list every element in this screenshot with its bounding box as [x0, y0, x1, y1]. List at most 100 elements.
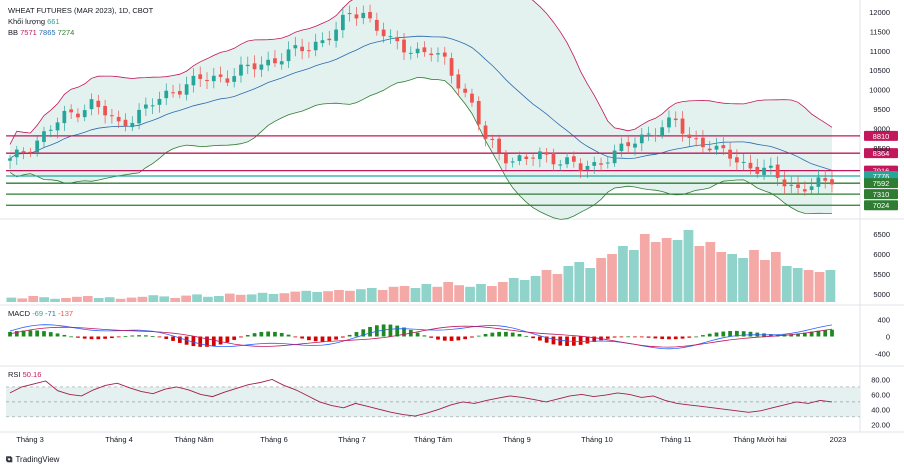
macd-histogram-bar [171, 336, 175, 341]
volume-bar [126, 297, 137, 302]
volume-bar [268, 294, 279, 302]
volume-bar [432, 286, 443, 302]
macd-histogram-bar [341, 336, 345, 338]
volume-bar [792, 268, 803, 302]
price-tick-12000: 12000 [869, 8, 890, 17]
horizontal-levels[interactable]: 8810836479167776759273107024 [6, 130, 898, 211]
volume-bar [82, 296, 93, 302]
candle-body [768, 165, 773, 168]
candle-body [334, 29, 338, 41]
candle-body [517, 155, 522, 162]
candle-body [660, 127, 665, 136]
macd-histogram-bar [82, 336, 87, 339]
macd-histogram-bar [768, 334, 773, 337]
volume-bar [541, 270, 552, 302]
volume-bar [214, 296, 224, 302]
macd-histogram-bar [748, 331, 753, 337]
candle-body [164, 90, 169, 99]
candle-body [802, 189, 807, 192]
volume-bar [672, 240, 683, 302]
macd-histogram-bar [164, 336, 169, 339]
candle-body [748, 162, 753, 169]
bb-legend[interactable]: BB 7571 7865 7274 [8, 28, 74, 37]
candle-body [721, 145, 726, 149]
candle-body [191, 75, 196, 86]
candle-body [585, 165, 590, 170]
tradingview-logo[interactable]: ⧉ TradingView [6, 454, 59, 465]
macd-histogram-bar [48, 332, 53, 337]
macd-histogram-bar [605, 336, 610, 339]
volume-bar [224, 293, 235, 302]
price-tick-8500: 8500 [873, 144, 890, 153]
rsi-tick-80.00: 80.00 [871, 375, 890, 384]
volume-bar [203, 296, 213, 302]
macd-histogram-bar [816, 330, 821, 337]
candle-body [755, 166, 760, 174]
candle-body [123, 119, 128, 127]
volume-bar [607, 254, 617, 302]
candle-body [232, 76, 237, 82]
volume-bar [683, 230, 694, 302]
macd-histogram-bar [320, 336, 325, 342]
candle-body [619, 143, 624, 152]
time-label-3: Tháng 6 [260, 435, 288, 444]
macd-histogram-bar [429, 336, 434, 338]
candle-body [259, 64, 264, 70]
volume-bar [28, 296, 39, 302]
rsi-axis: 80.00 60.00 40.00 20.00 [871, 375, 890, 429]
macd-histogram-bar [510, 332, 515, 337]
level-label-7592: 7592 [873, 179, 890, 188]
volume-bar [192, 294, 202, 302]
macd-signal-line [9, 325, 833, 348]
macd-histogram-bar [476, 335, 481, 337]
price-tick-9500: 9500 [873, 105, 890, 114]
candle-body [701, 137, 705, 148]
volume-bar [508, 278, 519, 302]
macd-histogram-bar [239, 336, 243, 338]
volume-bar [487, 286, 497, 302]
macd-histogram-bar [497, 331, 501, 337]
macd-histogram-bar [286, 334, 291, 337]
candle-body [830, 179, 834, 185]
volume-bar [61, 298, 71, 302]
candle-body [646, 133, 651, 135]
candle-body [42, 131, 46, 142]
volume-bar [39, 297, 49, 302]
price-axis: 12000 11500 11000 10500 10000 9500 9000 8500 [869, 8, 890, 153]
macd-histogram-bar [307, 336, 311, 341]
candle-body [707, 148, 712, 151]
macd-histogram-bar [728, 331, 732, 337]
candle-body [300, 46, 304, 52]
volume-legend[interactable]: Khối lượng 661 [8, 17, 60, 26]
macd-histogram-bar [735, 330, 739, 337]
macd-histogram-bar [35, 330, 40, 337]
rsi-tick-60.00: 60.00 [871, 390, 890, 399]
candle-body [422, 47, 427, 53]
macd-histogram-bar [707, 333, 712, 337]
candle-body [599, 163, 603, 165]
price-tick-9000: 9000 [873, 124, 890, 133]
rsi-legend[interactable]: RSI 50.16 [8, 370, 41, 379]
macd-histogram-bar [211, 336, 216, 347]
candle-body [279, 61, 284, 65]
symbol-legend[interactable]: WHEAT FUTURES (MAR 2023), 1D, CBOT [8, 6, 153, 15]
volume-label: Khối lượng [8, 17, 46, 26]
price-tick-10000: 10000 [869, 86, 890, 95]
macd-histogram-bar [327, 336, 332, 342]
macd-legend[interactable]: MACD -69 -71 -137 [8, 309, 73, 318]
candle-body [211, 75, 216, 82]
volume-bar [519, 280, 530, 302]
bb-lower-line [9, 76, 832, 220]
level-tag-7592 [864, 178, 898, 189]
candle-body [28, 151, 33, 153]
level-label-8810: 8810 [873, 132, 890, 141]
candle-body [110, 115, 114, 117]
candle-body [510, 161, 515, 163]
macd-histogram-bar [544, 336, 549, 343]
macd-tick-0: 0 [886, 333, 890, 342]
volume-bar [530, 276, 541, 302]
candle-body [823, 178, 828, 181]
macd-histogram-bar [14, 331, 19, 337]
candle-body [368, 12, 372, 19]
